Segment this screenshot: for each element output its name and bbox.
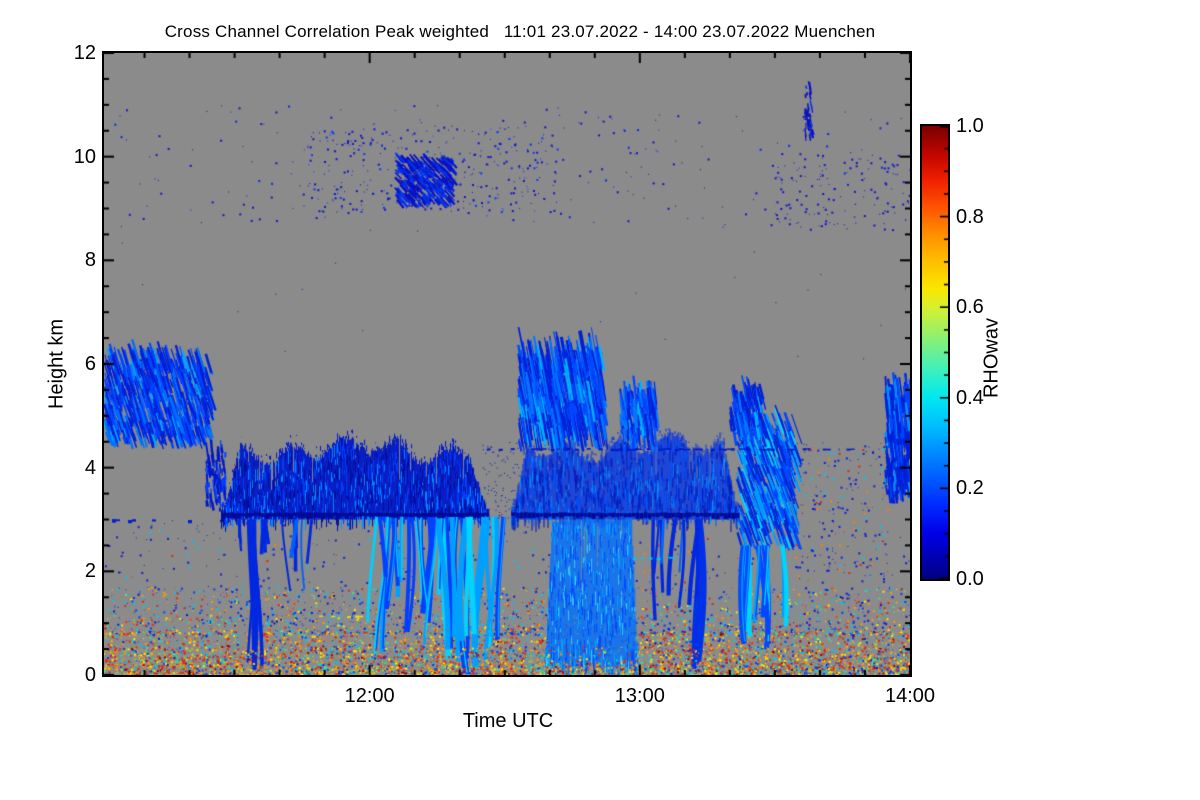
x-tick-label: 14:00 bbox=[884, 685, 936, 707]
colorbar-tick-label: 1.0 bbox=[956, 115, 984, 137]
y-tick-label: 2 bbox=[84, 560, 96, 583]
colorbar-canvas bbox=[922, 126, 948, 579]
plot-frame bbox=[102, 51, 912, 677]
y-tick-label: 8 bbox=[84, 249, 96, 272]
colorbar-tick-label: 0.6 bbox=[956, 296, 984, 319]
colorbar-tick-label: 0.8 bbox=[956, 205, 984, 228]
x-tick-label: 12:00 bbox=[344, 685, 395, 707]
colorbar-frame bbox=[920, 124, 950, 581]
y-tick-label: 12 bbox=[73, 42, 96, 64]
y-tick-label: 4 bbox=[84, 456, 96, 479]
chart-title: Cross Channel Correlation Peak weighted … bbox=[164, 22, 876, 41]
y-tick-label: 6 bbox=[84, 353, 96, 375]
colorbar-tick-label: 0.2 bbox=[956, 477, 984, 500]
colorbar-tick-label: 0.4 bbox=[956, 386, 984, 409]
colorbar-tick-label: 0.0 bbox=[956, 568, 984, 590]
y-tick-label: 0 bbox=[84, 664, 96, 686]
x-axis-label: Time UTC bbox=[462, 710, 554, 732]
heatmap-canvas bbox=[104, 53, 910, 675]
colorbar-label: RHOwav bbox=[980, 317, 1003, 399]
x-tick-label: 13:00 bbox=[614, 685, 665, 707]
y-tick-label: 10 bbox=[73, 145, 96, 168]
